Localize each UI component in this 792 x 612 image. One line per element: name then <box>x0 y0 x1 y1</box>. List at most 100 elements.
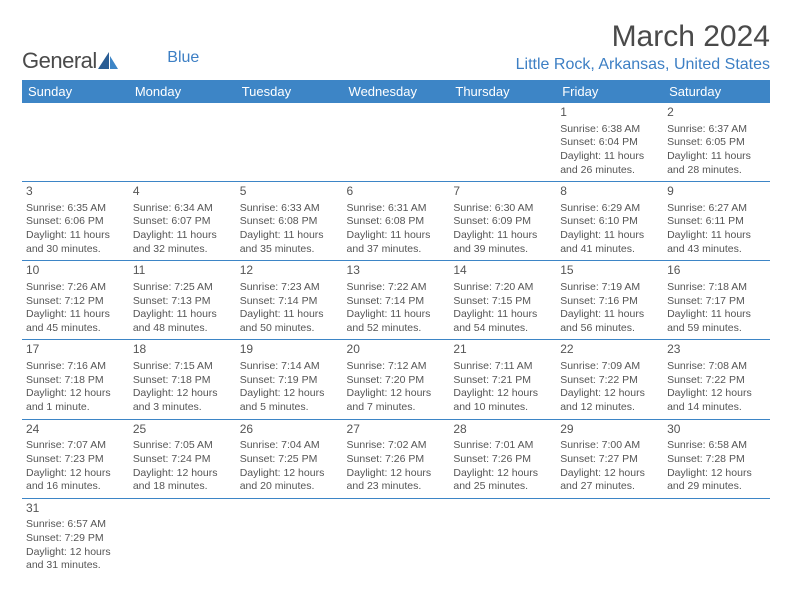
day-header: Monday <box>129 80 236 103</box>
sunset-text: Sunset: 7:24 PM <box>133 453 232 467</box>
day-number: 1 <box>560 105 659 121</box>
calendar-cell: 17Sunrise: 7:16 AMSunset: 7:18 PMDayligh… <box>22 340 129 419</box>
calendar-cell: 27Sunrise: 7:02 AMSunset: 7:26 PMDayligh… <box>343 419 450 498</box>
calendar-cell: 16Sunrise: 7:18 AMSunset: 7:17 PMDayligh… <box>663 261 770 340</box>
calendar-cell <box>129 103 236 182</box>
day-number: 27 <box>347 422 446 438</box>
sunrise-text: Sunrise: 7:00 AM <box>560 439 659 453</box>
sunrise-text: Sunrise: 7:22 AM <box>347 281 446 295</box>
day-header: Friday <box>556 80 663 103</box>
location: Little Rock, Arkansas, United States <box>516 56 770 74</box>
day-number: 15 <box>560 263 659 279</box>
calendar-cell: 14Sunrise: 7:20 AMSunset: 7:15 PMDayligh… <box>449 261 556 340</box>
sunrise-text: Sunrise: 6:31 AM <box>347 202 446 216</box>
logo-sail-icon <box>97 51 119 71</box>
day-number: 11 <box>133 263 232 279</box>
daylight-text: and 39 minutes. <box>453 243 552 257</box>
calendar-cell: 3Sunrise: 6:35 AMSunset: 6:06 PMDaylight… <box>22 182 129 261</box>
day-header: Wednesday <box>343 80 450 103</box>
daylight-text: and 45 minutes. <box>26 322 125 336</box>
sunset-text: Sunset: 6:08 PM <box>347 215 446 229</box>
calendar-cell: 30Sunrise: 6:58 AMSunset: 7:28 PMDayligh… <box>663 419 770 498</box>
calendar-cell <box>556 498 663 577</box>
day-header: Thursday <box>449 80 556 103</box>
sunrise-text: Sunrise: 6:37 AM <box>667 123 766 137</box>
sunrise-text: Sunrise: 7:18 AM <box>667 281 766 295</box>
calendar-cell <box>236 498 343 577</box>
daylight-text: and 54 minutes. <box>453 322 552 336</box>
calendar-cell <box>236 103 343 182</box>
daylight-text: Daylight: 11 hours <box>560 150 659 164</box>
calendar-row: 31Sunrise: 6:57 AMSunset: 7:29 PMDayligh… <box>22 498 770 577</box>
sunrise-text: Sunrise: 7:08 AM <box>667 360 766 374</box>
daylight-text: and 37 minutes. <box>347 243 446 257</box>
sunrise-text: Sunrise: 7:05 AM <box>133 439 232 453</box>
daylight-text: Daylight: 12 hours <box>560 387 659 401</box>
calendar-cell <box>449 498 556 577</box>
day-number: 20 <box>347 342 446 358</box>
day-number: 4 <box>133 184 232 200</box>
daylight-text: Daylight: 12 hours <box>453 467 552 481</box>
daylight-text: Daylight: 12 hours <box>560 467 659 481</box>
sunset-text: Sunset: 6:10 PM <box>560 215 659 229</box>
calendar-cell: 31Sunrise: 6:57 AMSunset: 7:29 PMDayligh… <box>22 498 129 577</box>
page-header: GeneralBlue March 2024 Little Rock, Arka… <box>22 20 770 74</box>
day-number: 12 <box>240 263 339 279</box>
daylight-text: Daylight: 11 hours <box>133 229 232 243</box>
sunrise-text: Sunrise: 7:07 AM <box>26 439 125 453</box>
day-number: 19 <box>240 342 339 358</box>
day-header: Sunday <box>22 80 129 103</box>
day-number: 26 <box>240 422 339 438</box>
day-number: 3 <box>26 184 125 200</box>
calendar-cell: 15Sunrise: 7:19 AMSunset: 7:16 PMDayligh… <box>556 261 663 340</box>
sunset-text: Sunset: 7:23 PM <box>26 453 125 467</box>
daylight-text: and 20 minutes. <box>240 480 339 494</box>
calendar-cell: 18Sunrise: 7:15 AMSunset: 7:18 PMDayligh… <box>129 340 236 419</box>
sunset-text: Sunset: 7:13 PM <box>133 295 232 309</box>
day-number: 30 <box>667 422 766 438</box>
sunset-text: Sunset: 7:16 PM <box>560 295 659 309</box>
day-number: 31 <box>26 501 125 517</box>
calendar-cell <box>343 103 450 182</box>
sunrise-text: Sunrise: 6:33 AM <box>240 202 339 216</box>
sunrise-text: Sunrise: 6:58 AM <box>667 439 766 453</box>
calendar-cell: 2Sunrise: 6:37 AMSunset: 6:05 PMDaylight… <box>663 103 770 182</box>
daylight-text: and 5 minutes. <box>240 401 339 415</box>
logo-text-blue: Blue <box>167 49 199 67</box>
calendar-cell: 6Sunrise: 6:31 AMSunset: 6:08 PMDaylight… <box>343 182 450 261</box>
day-number: 24 <box>26 422 125 438</box>
day-number: 5 <box>240 184 339 200</box>
daylight-text: Daylight: 12 hours <box>26 546 125 560</box>
sunrise-text: Sunrise: 6:57 AM <box>26 518 125 532</box>
sunset-text: Sunset: 6:05 PM <box>667 136 766 150</box>
sunset-text: Sunset: 7:19 PM <box>240 374 339 388</box>
daylight-text: and 35 minutes. <box>240 243 339 257</box>
sunset-text: Sunset: 7:26 PM <box>453 453 552 467</box>
calendar-cell: 13Sunrise: 7:22 AMSunset: 7:14 PMDayligh… <box>343 261 450 340</box>
daylight-text: and 50 minutes. <box>240 322 339 336</box>
calendar-cell: 11Sunrise: 7:25 AMSunset: 7:13 PMDayligh… <box>129 261 236 340</box>
daylight-text: Daylight: 11 hours <box>560 308 659 322</box>
sunrise-text: Sunrise: 6:27 AM <box>667 202 766 216</box>
sunrise-text: Sunrise: 7:04 AM <box>240 439 339 453</box>
daylight-text: Daylight: 11 hours <box>667 150 766 164</box>
daylight-text: Daylight: 11 hours <box>240 229 339 243</box>
sunset-text: Sunset: 7:21 PM <box>453 374 552 388</box>
daylight-text: and 23 minutes. <box>347 480 446 494</box>
sunrise-text: Sunrise: 7:09 AM <box>560 360 659 374</box>
daylight-text: Daylight: 11 hours <box>667 229 766 243</box>
day-number: 21 <box>453 342 552 358</box>
daylight-text: and 43 minutes. <box>667 243 766 257</box>
calendar-cell: 1Sunrise: 6:38 AMSunset: 6:04 PMDaylight… <box>556 103 663 182</box>
sunrise-text: Sunrise: 7:11 AM <box>453 360 552 374</box>
day-number: 23 <box>667 342 766 358</box>
sunrise-text: Sunrise: 6:35 AM <box>26 202 125 216</box>
calendar-cell: 9Sunrise: 6:27 AMSunset: 6:11 PMDaylight… <box>663 182 770 261</box>
daylight-text: Daylight: 11 hours <box>560 229 659 243</box>
sunset-text: Sunset: 7:29 PM <box>26 532 125 546</box>
daylight-text: and 26 minutes. <box>560 164 659 178</box>
daylight-text: Daylight: 12 hours <box>26 467 125 481</box>
sunrise-text: Sunrise: 7:23 AM <box>240 281 339 295</box>
day-number: 25 <box>133 422 232 438</box>
daylight-text: Daylight: 12 hours <box>667 387 766 401</box>
